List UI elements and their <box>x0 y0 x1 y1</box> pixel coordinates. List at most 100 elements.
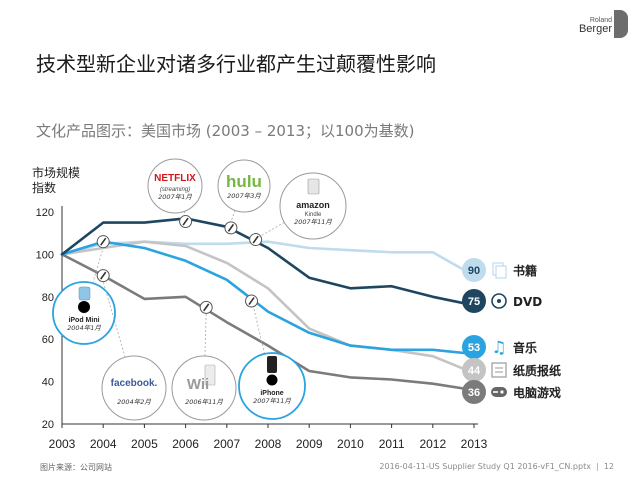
iphone-device-icon <box>267 356 277 373</box>
series-line-5 <box>60 253 476 392</box>
hulu-logo-text: hulu <box>226 172 262 191</box>
ipod-device-icon <box>78 286 91 301</box>
end-value-badge <box>462 358 486 382</box>
y-tick-label: 40 <box>42 377 54 389</box>
facebook-logo-text: facebook. <box>111 378 158 389</box>
brand-small-text: Roland <box>589 17 612 24</box>
chart-subtitle: 文化产品图示：美国市场 (2003 – 2013；以100为基数) <box>36 122 415 140</box>
x-tick-label: 2004 <box>90 437 117 451</box>
legend-label: 书籍 <box>513 263 537 278</box>
y-tick-label: 120 <box>36 207 54 219</box>
event-bubble-outline <box>238 352 306 420</box>
y-tick-label: 100 <box>36 249 54 261</box>
event-marker-slash <box>100 271 107 280</box>
end-value-badge <box>462 289 486 313</box>
event-marker-slash <box>252 235 259 244</box>
event-marker-slash <box>203 303 210 312</box>
event-bubble-netflix: NETFLIX (streaming)2007年1月 <box>147 158 203 216</box>
x-tick-label: 2008 <box>255 437 282 451</box>
end-value-label: 36 <box>468 387 480 399</box>
dvd-icon <box>491 293 507 309</box>
series-line-1 <box>60 240 476 277</box>
y-axis-label: 市场规模 指数 <box>32 166 80 196</box>
file-name: 2016-04-11-US Supplier Study Q1 2016-vF1… <box>379 462 591 471</box>
event-bubble-outline <box>101 355 167 421</box>
event-leader <box>259 222 285 237</box>
footer-file-info: 2016-04-11-US Supplier Study Q1 2016-vF1… <box>379 462 614 471</box>
brand-logo: Roland Berger <box>579 10 628 38</box>
netflix-logo-text: NETFLIX <box>154 173 196 184</box>
event-date: 2007年3月 <box>227 192 261 200</box>
event-date: 2004年2月 <box>117 398 151 406</box>
brand-name: Berger <box>578 23 612 35</box>
event-leader <box>183 211 186 216</box>
source-note: 图片来源：公司网站 <box>40 463 112 472</box>
end-value-badge <box>462 258 486 282</box>
end-value-label: 75 <box>468 296 480 308</box>
x-tick-label: 2007 <box>213 437 240 451</box>
page-number: 12 <box>603 462 614 471</box>
end-value-badge <box>462 380 486 404</box>
x-tick-label: 2009 <box>296 437 323 451</box>
x-tick-label: 2006 <box>172 437 199 451</box>
legend-item-3: 53 ♫ 音乐 <box>462 335 537 359</box>
event-bubble-wii: Wii 2006年11月 <box>171 313 237 421</box>
series-line-4 <box>60 240 476 375</box>
kindle-device-icon <box>307 178 320 195</box>
brand-mark-icon <box>614 10 628 38</box>
event-name: iPhone <box>260 390 283 397</box>
newspaper-icon <box>491 362 507 378</box>
legend-item-1: 90 书籍 <box>462 258 537 282</box>
event-date: 2006年11月 <box>185 398 223 406</box>
event-date: 2007年11月 <box>294 218 332 226</box>
gamepad-icon-dpad <box>493 391 498 393</box>
event-date: 2007年11月 <box>253 397 291 405</box>
end-value-label: 44 <box>468 365 481 377</box>
x-tick-label: 2012 <box>419 437 446 451</box>
event-date: 2007年1月 <box>158 193 192 201</box>
wii-console-icon <box>204 364 216 386</box>
x-tick-label: 2005 <box>131 437 158 451</box>
event-marker-slash <box>100 237 107 246</box>
legend-item-4: 44 纸质报纸 <box>462 358 561 382</box>
end-value-badge <box>462 335 486 359</box>
event-leader <box>230 210 236 223</box>
music-note-icon: ♫ <box>491 338 506 358</box>
y-axis-label-line-1: 市场规模 <box>32 166 81 180</box>
event-bubble-outline <box>217 159 271 213</box>
gamepad-icon-button <box>500 390 504 394</box>
event-bubble-outline <box>171 355 237 421</box>
y-axis-label-line-2: 指数 <box>32 181 57 195</box>
event-leader <box>204 313 207 357</box>
legend-label: 音乐 <box>513 340 537 355</box>
series-line-2 <box>60 217 476 307</box>
amazon-logo-text: amazon <box>296 200 330 210</box>
legend-label: 电脑游戏 <box>513 385 561 400</box>
event-sub: Kindle <box>305 212 322 218</box>
event-leader <box>253 306 265 354</box>
series-line-3 <box>60 240 476 356</box>
end-value-label: 53 <box>468 342 480 354</box>
event-name: iPod Mini <box>68 317 99 324</box>
y-tick-label: 60 <box>42 334 54 346</box>
legend-label: DVD <box>513 295 542 309</box>
legend-label: 纸质报纸 <box>513 363 561 378</box>
event-bubble-outline <box>279 172 347 240</box>
apple-logo-icon <box>78 301 90 313</box>
event-marker-slash <box>182 217 189 226</box>
wii-logo-text: Wii <box>187 376 209 393</box>
event-marker-slash <box>248 297 255 306</box>
y-tick-label: 20 <box>42 419 54 431</box>
legend-item-5: 36 电脑游戏 <box>462 380 561 404</box>
page-title: 技术型新企业对诸多行业都产生过颠覆性影响 <box>36 52 436 76</box>
x-tick-label: 2011 <box>379 437 405 451</box>
event-marker-slash <box>227 223 235 232</box>
y-tick-label: 80 <box>42 292 54 304</box>
dvd-icon-hole <box>497 299 501 303</box>
x-tick-label: 2003 <box>49 437 76 451</box>
